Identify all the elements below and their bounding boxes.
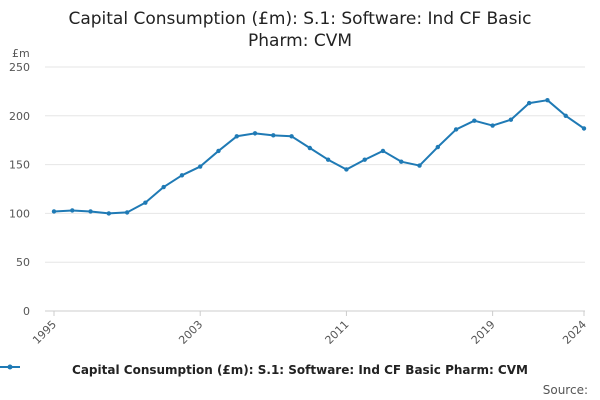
y-tick-label: 150 <box>9 159 30 172</box>
data-point <box>289 134 294 139</box>
data-point <box>179 173 185 178</box>
data-point <box>124 210 130 215</box>
data-point <box>234 134 239 139</box>
x-tick-label: 1995 <box>30 318 59 347</box>
data-point <box>216 148 221 154</box>
y-axis-unit-label: £m <box>12 47 30 60</box>
data-point <box>307 145 313 151</box>
data-point <box>472 118 477 123</box>
source-label: Source: <box>542 383 588 397</box>
data-point <box>198 164 203 169</box>
legend-label: Capital Consumption (£m): S.1: Software:… <box>72 363 528 377</box>
data-point <box>526 100 532 106</box>
y-tick-label: 50 <box>16 256 30 269</box>
data-point <box>325 157 331 162</box>
data-point <box>143 200 148 205</box>
x-tick-label: 2011 <box>323 318 352 347</box>
data-point <box>399 159 404 164</box>
y-tick-label: 100 <box>9 207 30 220</box>
chart-title-line-2: Pharm: CVM <box>248 31 352 51</box>
data-point <box>563 113 568 119</box>
data-point <box>51 209 57 214</box>
data-point <box>344 167 349 172</box>
data-point <box>453 127 459 132</box>
data-point <box>362 157 367 162</box>
y-tick-label: 250 <box>9 61 30 74</box>
chart-title-line-1: Capital Consumption (£m): S.1: Software:… <box>68 9 532 29</box>
x-tick-label: 2024 <box>560 318 589 347</box>
chart-title: Capital Consumption (£m): S.1: Software:… <box>0 8 600 52</box>
data-point <box>106 211 112 216</box>
data-point <box>252 131 258 136</box>
data-point <box>70 208 75 213</box>
data-point <box>508 117 514 122</box>
legend[interactable]: Capital Consumption (£m): S.1: Software:… <box>0 363 600 377</box>
data-point <box>88 209 93 214</box>
data-point <box>271 133 276 138</box>
data-point <box>380 148 386 154</box>
y-tick-label: 200 <box>9 110 30 123</box>
data-point <box>417 163 422 168</box>
x-tick-label: 2003 <box>176 318 205 347</box>
series-line <box>53 99 585 215</box>
y-tick-label: 0 <box>23 305 30 318</box>
x-tick-label: 2019 <box>469 318 498 347</box>
data-point <box>435 144 440 150</box>
data-point <box>545 97 550 103</box>
legend-marker-icon <box>0 364 20 370</box>
data-point <box>581 126 587 131</box>
data-point <box>161 184 166 190</box>
data-point <box>490 123 495 128</box>
